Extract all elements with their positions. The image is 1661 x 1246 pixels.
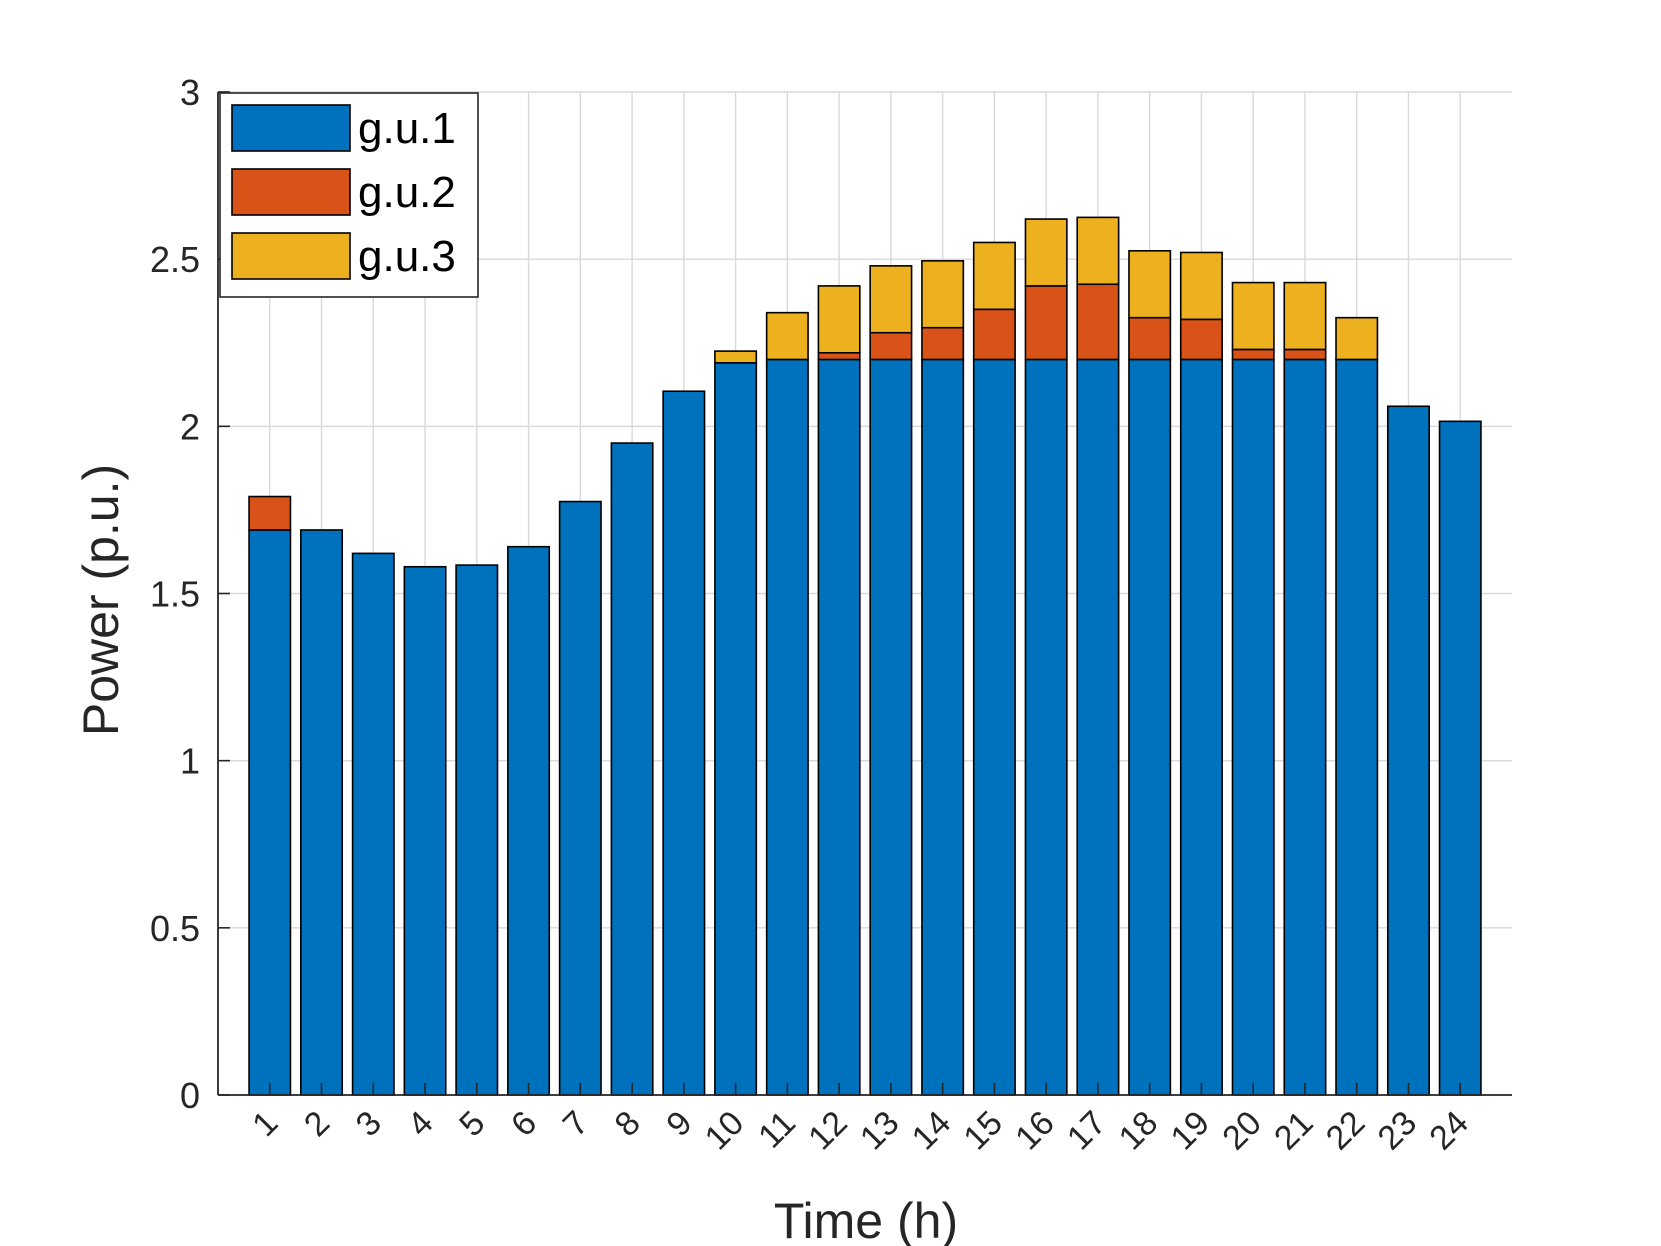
x-tick-label: 10 (698, 1104, 752, 1158)
legend[interactable]: g.u.1 g.u.2 g.u.3 (219, 92, 479, 298)
x-tick-label: 4 (400, 1104, 440, 1144)
x-tick-label: 20 (1215, 1104, 1269, 1158)
x-tick-label: 1 (245, 1104, 285, 1144)
bar-segment-gu2-12 (817, 351, 861, 361)
x-tick-label: 2 (297, 1104, 337, 1144)
legend-label-gu2: g.u.2 (358, 168, 456, 217)
bar-segment-gu3-12 (817, 285, 861, 354)
x-tick-label: 7 (556, 1104, 596, 1144)
bar-segment-gu1-11 (765, 358, 809, 1096)
x-tick-label: 15 (956, 1104, 1010, 1158)
bar-segment-gu1-19 (1179, 358, 1223, 1096)
bar-segment-gu3-20 (1231, 281, 1275, 351)
bar-segment-gu1-22 (1335, 358, 1379, 1096)
y-axis-title: Power (p.u.) (73, 464, 129, 736)
bar-segment-gu3-16 (1024, 218, 1068, 287)
x-tick-label: 24 (1422, 1104, 1476, 1158)
legend-swatch-gu1 (231, 104, 351, 152)
bar-segment-gu2-19 (1179, 318, 1223, 361)
bar-segment-gu1-17 (1076, 358, 1120, 1096)
bar-segment-gu1-2 (300, 529, 344, 1096)
bar-segment-gu3-10 (714, 350, 758, 364)
bar-segment-gu2-17 (1076, 283, 1120, 361)
legend-label-gu1: g.u.1 (358, 104, 456, 153)
bar-segment-gu3-19 (1179, 251, 1223, 321)
legend-swatch-gu3 (231, 232, 351, 280)
y-tick-label: 2 (180, 406, 200, 447)
bar-segment-gu2-14 (921, 326, 965, 361)
bar-segment-gu1-23 (1386, 405, 1430, 1096)
bar-segment-gu1-3 (351, 552, 395, 1096)
x-tick-label: 9 (659, 1104, 699, 1144)
x-tick-label: 18 (1112, 1104, 1166, 1158)
bar-segment-gu3-15 (972, 241, 1016, 311)
bar-segment-gu1-1 (248, 529, 292, 1096)
bar-segment-gu3-13 (869, 265, 913, 334)
bar-segment-gu1-24 (1438, 420, 1482, 1096)
x-tick-label: 12 (801, 1104, 855, 1158)
bar-segment-gu1-16 (1024, 358, 1068, 1096)
ticks-layer: 00.511.522.531 2 3 4 5 6 7 8 910 1112131415161718… (150, 72, 1476, 1157)
x-tick-label: 8 (607, 1104, 647, 1144)
legend-swatch-gu2 (231, 168, 351, 216)
bar-segment-gu3-18 (1128, 250, 1172, 319)
x-tick-label: 16 (1008, 1104, 1062, 1158)
x-tick-label: 21 (1267, 1104, 1321, 1158)
y-tick-label: 1.5 (150, 574, 200, 615)
bar-segment-gu1-8 (610, 442, 654, 1096)
bar-segment-gu1-18 (1128, 358, 1172, 1096)
bar-segment-gu3-21 (1283, 281, 1327, 351)
bar-segment-gu2-15 (972, 308, 1016, 361)
bar-segment-gu1-12 (817, 358, 861, 1096)
bars-layer (248, 216, 1482, 1096)
bar-segment-gu1-21 (1283, 358, 1327, 1096)
bar-segment-gu1-9 (662, 390, 706, 1096)
x-tick-label: 5 (452, 1104, 492, 1144)
bar-segment-gu3-14 (921, 260, 965, 329)
bar-segment-gu3-11 (765, 311, 809, 361)
bar-segment-gu1-6 (507, 545, 551, 1096)
bar-segment-gu1-20 (1231, 358, 1275, 1096)
y-tick-label: 2.5 (150, 239, 200, 280)
bar-segment-gu3-22 (1335, 316, 1379, 361)
bar-segment-gu2-20 (1231, 348, 1275, 361)
x-tick-label: 22 (1319, 1104, 1373, 1158)
x-tick-label: 11 (751, 1104, 803, 1156)
x-tick-label: 3 (349, 1104, 389, 1144)
bar-segment-gu1-5 (455, 564, 499, 1096)
bar-segment-gu2-13 (869, 331, 913, 361)
x-tick-label: 14 (905, 1104, 959, 1158)
x-tick-label: 19 (1163, 1104, 1217, 1158)
bar-segment-gu2-18 (1128, 316, 1172, 361)
x-tick-label: 17 (1060, 1104, 1114, 1158)
x-tick-label: 13 (853, 1104, 907, 1158)
y-tick-label: 1 (180, 741, 200, 782)
bar-segment-gu1-10 (714, 362, 758, 1096)
x-tick-label: 6 (504, 1104, 544, 1144)
bar-segment-gu2-1 (248, 495, 292, 531)
bar-segment-gu1-7 (558, 500, 602, 1096)
bar-segment-gu1-4 (403, 565, 447, 1096)
bar-segment-gu3-17 (1076, 216, 1120, 286)
x-axis-title: Time (h) (774, 1193, 958, 1246)
x-tick-label: 23 (1371, 1104, 1425, 1158)
bar-segment-gu1-14 (921, 358, 965, 1096)
y-tick-label: 0 (180, 1075, 200, 1116)
y-tick-label: 0.5 (150, 908, 200, 949)
bar-segment-gu2-21 (1283, 348, 1327, 361)
y-tick-label: 3 (180, 72, 200, 113)
bar-segment-gu2-16 (1024, 285, 1068, 361)
bar-segment-gu1-13 (869, 358, 913, 1096)
bar-segment-gu1-15 (972, 358, 1016, 1096)
legend-label-gu3: g.u.3 (358, 232, 456, 281)
